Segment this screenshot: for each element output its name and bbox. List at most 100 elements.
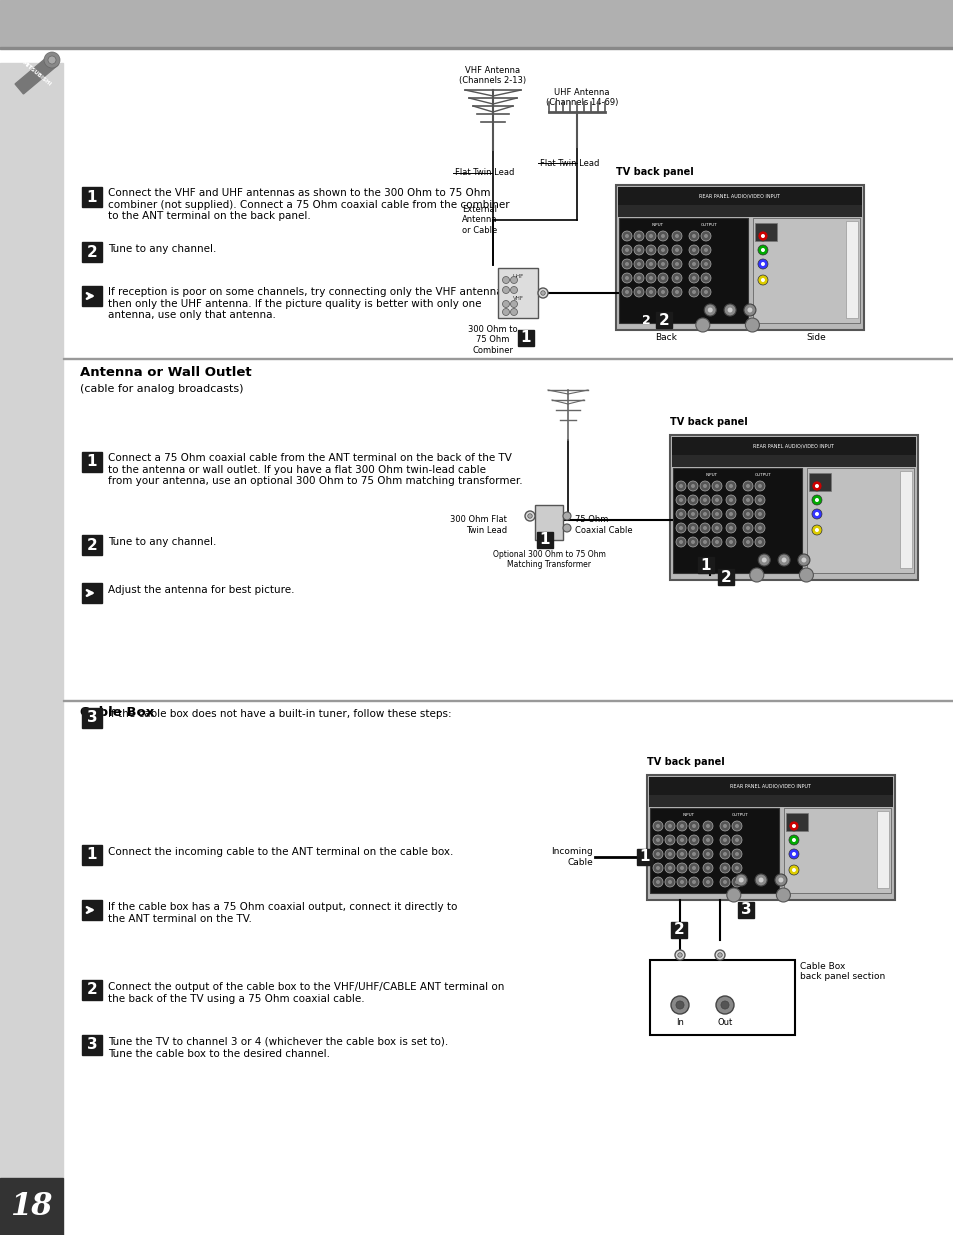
Circle shape bbox=[700, 231, 710, 241]
Bar bbox=[0, 0, 953, 47]
Circle shape bbox=[656, 881, 659, 884]
Circle shape bbox=[671, 259, 681, 269]
Circle shape bbox=[691, 881, 696, 884]
Circle shape bbox=[634, 273, 643, 283]
Circle shape bbox=[637, 248, 640, 252]
Circle shape bbox=[527, 514, 532, 519]
Circle shape bbox=[791, 839, 795, 842]
Circle shape bbox=[660, 262, 664, 266]
Circle shape bbox=[658, 259, 667, 269]
Text: Out: Out bbox=[717, 1018, 732, 1028]
Circle shape bbox=[624, 248, 628, 252]
Text: TV back panel: TV back panel bbox=[616, 167, 693, 177]
Text: 300 Ohm Flat
Twin Lead: 300 Ohm Flat Twin Lead bbox=[450, 515, 506, 535]
Circle shape bbox=[700, 480, 709, 492]
Text: Optional 300 Ohm to 75 Ohm
Matching Transformer: Optional 300 Ohm to 75 Ohm Matching Tran… bbox=[492, 550, 605, 569]
Circle shape bbox=[814, 484, 818, 488]
Circle shape bbox=[776, 888, 790, 902]
Bar bbox=[517, 330, 534, 346]
Circle shape bbox=[702, 513, 706, 516]
Text: UHF: UHF bbox=[512, 273, 523, 279]
Bar bbox=[637, 848, 652, 864]
Bar bbox=[738, 902, 753, 918]
Circle shape bbox=[702, 484, 706, 488]
Bar bbox=[672, 468, 801, 573]
Bar bbox=[754, 224, 776, 241]
Circle shape bbox=[743, 304, 755, 316]
Bar bbox=[783, 808, 890, 893]
Text: 1: 1 bbox=[539, 532, 550, 547]
Circle shape bbox=[677, 821, 686, 831]
Circle shape bbox=[731, 877, 741, 887]
Circle shape bbox=[645, 287, 656, 296]
Circle shape bbox=[624, 290, 628, 294]
Circle shape bbox=[725, 537, 735, 547]
Circle shape bbox=[725, 495, 735, 505]
Circle shape bbox=[624, 262, 628, 266]
Text: 2: 2 bbox=[720, 569, 731, 584]
Circle shape bbox=[745, 526, 749, 530]
Circle shape bbox=[671, 273, 681, 283]
Circle shape bbox=[676, 509, 685, 519]
Circle shape bbox=[677, 835, 686, 845]
Circle shape bbox=[754, 509, 764, 519]
Circle shape bbox=[723, 304, 736, 316]
Circle shape bbox=[660, 290, 664, 294]
Circle shape bbox=[691, 262, 696, 266]
Circle shape bbox=[720, 821, 729, 831]
Circle shape bbox=[728, 526, 732, 530]
Circle shape bbox=[720, 863, 729, 873]
Circle shape bbox=[645, 245, 656, 254]
Circle shape bbox=[754, 874, 766, 885]
Text: Adjust the antenna for best picture.: Adjust the antenna for best picture. bbox=[108, 585, 294, 595]
Circle shape bbox=[510, 309, 517, 315]
Bar bbox=[82, 287, 102, 306]
Circle shape bbox=[695, 317, 709, 332]
Bar bbox=[656, 312, 671, 329]
Bar bbox=[82, 845, 102, 864]
Circle shape bbox=[801, 557, 805, 562]
Circle shape bbox=[758, 526, 761, 530]
Circle shape bbox=[705, 866, 709, 869]
Circle shape bbox=[726, 888, 740, 902]
Circle shape bbox=[731, 863, 741, 873]
Circle shape bbox=[728, 484, 732, 488]
Circle shape bbox=[687, 522, 698, 534]
Circle shape bbox=[707, 308, 712, 312]
Circle shape bbox=[679, 513, 682, 516]
Text: If reception is poor on some channels, try connecting only the VHF antenna,
then: If reception is poor on some channels, t… bbox=[108, 287, 505, 320]
Circle shape bbox=[691, 290, 696, 294]
Circle shape bbox=[799, 568, 813, 582]
Circle shape bbox=[754, 480, 764, 492]
Circle shape bbox=[688, 287, 699, 296]
Text: Antenna or Wall Outlet: Antenna or Wall Outlet bbox=[80, 366, 252, 379]
Text: Cable Box
back panel section: Cable Box back panel section bbox=[800, 962, 884, 982]
Bar bbox=[537, 532, 553, 548]
Circle shape bbox=[720, 877, 729, 887]
Circle shape bbox=[731, 821, 741, 831]
Circle shape bbox=[645, 273, 656, 283]
Text: 2: 2 bbox=[658, 312, 669, 327]
Circle shape bbox=[717, 952, 721, 957]
Circle shape bbox=[676, 522, 685, 534]
Bar bbox=[618, 219, 747, 324]
Circle shape bbox=[675, 262, 679, 266]
Circle shape bbox=[778, 555, 789, 566]
Circle shape bbox=[645, 259, 656, 269]
Circle shape bbox=[687, 480, 698, 492]
Circle shape bbox=[687, 537, 698, 547]
Bar bbox=[752, 219, 859, 324]
Circle shape bbox=[702, 848, 712, 860]
Circle shape bbox=[688, 259, 699, 269]
Bar bbox=[82, 242, 102, 262]
Circle shape bbox=[679, 852, 683, 856]
Circle shape bbox=[676, 495, 685, 505]
Circle shape bbox=[664, 848, 675, 860]
Circle shape bbox=[502, 277, 509, 284]
Circle shape bbox=[670, 995, 688, 1014]
Circle shape bbox=[510, 300, 517, 308]
Circle shape bbox=[652, 863, 662, 873]
Circle shape bbox=[702, 863, 712, 873]
Circle shape bbox=[637, 233, 640, 238]
Circle shape bbox=[711, 522, 721, 534]
